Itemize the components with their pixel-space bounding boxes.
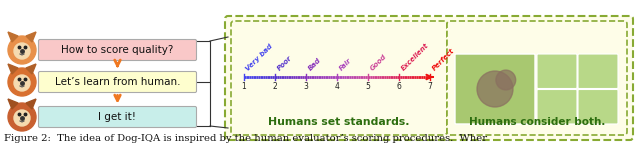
FancyBboxPatch shape bbox=[38, 106, 196, 127]
FancyBboxPatch shape bbox=[225, 16, 633, 140]
FancyBboxPatch shape bbox=[38, 71, 196, 93]
Circle shape bbox=[14, 75, 30, 91]
Circle shape bbox=[496, 70, 516, 90]
Text: Good: Good bbox=[369, 54, 388, 72]
Text: 4: 4 bbox=[335, 82, 339, 91]
Polygon shape bbox=[8, 99, 18, 109]
Polygon shape bbox=[8, 64, 18, 74]
Text: 1: 1 bbox=[242, 82, 246, 91]
FancyBboxPatch shape bbox=[231, 21, 447, 135]
Circle shape bbox=[8, 103, 36, 131]
FancyBboxPatch shape bbox=[537, 89, 577, 124]
Text: 2: 2 bbox=[273, 82, 277, 91]
Text: Bad: Bad bbox=[307, 57, 322, 72]
Text: Humans set standards.: Humans set standards. bbox=[268, 117, 410, 127]
FancyBboxPatch shape bbox=[537, 54, 577, 88]
Text: Very bad: Very bad bbox=[245, 43, 274, 72]
Polygon shape bbox=[26, 99, 36, 109]
Text: 7: 7 bbox=[428, 82, 433, 91]
Text: 6: 6 bbox=[397, 82, 401, 91]
FancyBboxPatch shape bbox=[447, 21, 627, 135]
Text: How to score quality?: How to score quality? bbox=[61, 45, 173, 55]
Circle shape bbox=[8, 36, 36, 64]
Text: 5: 5 bbox=[365, 82, 371, 91]
Text: Let’s learn from human.: Let’s learn from human. bbox=[55, 77, 180, 87]
Text: Perfect: Perfect bbox=[431, 48, 456, 72]
Polygon shape bbox=[26, 64, 36, 74]
Text: I get it!: I get it! bbox=[99, 112, 136, 122]
Circle shape bbox=[14, 110, 30, 126]
FancyBboxPatch shape bbox=[38, 39, 196, 60]
Polygon shape bbox=[8, 32, 18, 42]
Circle shape bbox=[477, 71, 513, 107]
Text: Humans consider both.: Humans consider both. bbox=[469, 117, 605, 127]
Text: Fair: Fair bbox=[338, 57, 353, 72]
Text: 3: 3 bbox=[303, 82, 308, 91]
Circle shape bbox=[8, 68, 36, 96]
FancyBboxPatch shape bbox=[455, 54, 535, 124]
Polygon shape bbox=[26, 32, 36, 42]
Circle shape bbox=[14, 43, 30, 59]
Text: Poor: Poor bbox=[276, 55, 293, 72]
Text: Figure 2:  The idea of Dog-IQA is inspired by the human evaluator’s scoring proc: Figure 2: The idea of Dog-IQA is inspire… bbox=[4, 134, 487, 143]
FancyBboxPatch shape bbox=[578, 89, 618, 124]
Text: Excellent: Excellent bbox=[400, 42, 429, 72]
FancyBboxPatch shape bbox=[578, 54, 618, 88]
